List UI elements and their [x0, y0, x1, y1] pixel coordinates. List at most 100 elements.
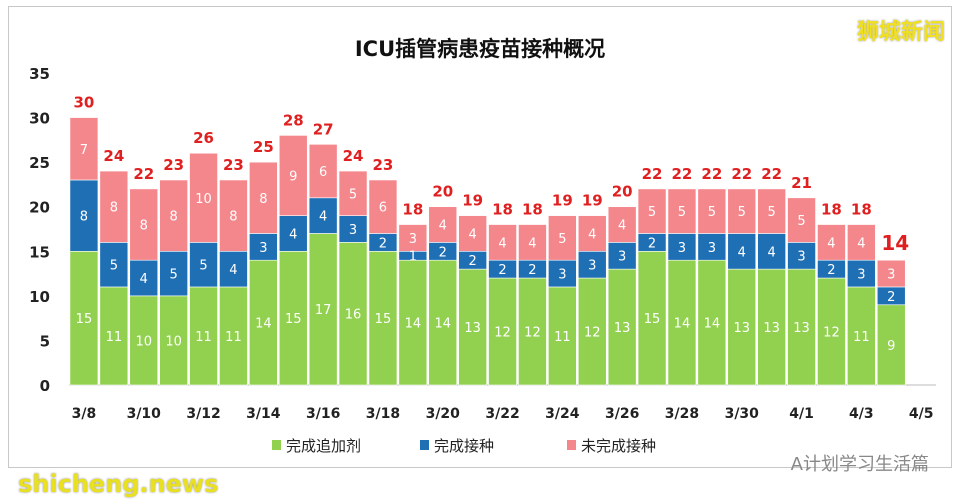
x-tick-label: 3/14 — [246, 406, 281, 422]
segment-value-label: 8 — [140, 219, 148, 234]
segment-value-label: 3 — [708, 241, 716, 256]
bar-segment — [577, 250, 607, 279]
segment-value-label: 11 — [554, 330, 571, 345]
x-tick-label: 3/24 — [545, 406, 580, 422]
segment-value-label: 3 — [857, 268, 865, 283]
segment-value-label: 12 — [584, 326, 601, 341]
segment-value-label: 11 — [195, 330, 212, 345]
segment-value-label: 4 — [857, 236, 865, 251]
segment-value-label: 14 — [405, 317, 422, 332]
legend-swatch — [420, 440, 429, 450]
segment-value-label: 13 — [733, 321, 750, 336]
segment-value-label: 5 — [558, 232, 566, 247]
total-label: 23 — [223, 156, 244, 174]
total-label: 23 — [373, 156, 394, 174]
bar-segment — [219, 179, 248, 252]
watermark-bottom-left: shicheng.news — [18, 470, 219, 498]
bar-segment — [817, 224, 846, 261]
segment-value-label: 2 — [469, 254, 477, 269]
x-tick-label: 3/28 — [665, 406, 699, 422]
bar-segment — [368, 250, 398, 386]
total-label: 18 — [492, 201, 513, 219]
segment-value-label: 5 — [738, 205, 746, 220]
total-label: 19 — [552, 192, 573, 210]
x-tick-label: 3/26 — [605, 406, 639, 422]
segment-value-label: 5 — [648, 205, 656, 220]
bar-segment — [458, 268, 487, 386]
bar-segment — [99, 242, 129, 288]
segment-value-label: 3 — [349, 223, 357, 238]
segment-value-label: 6 — [379, 201, 387, 216]
segment-value-label: 2 — [648, 236, 656, 251]
segment-value-label: 2 — [439, 245, 447, 260]
bar-segment — [129, 295, 159, 386]
total-label: 18 — [402, 201, 423, 219]
segment-value-label: 5 — [768, 205, 776, 220]
legend-swatch — [272, 440, 281, 450]
legend-label: 完成接种 — [434, 437, 494, 455]
total-label: 22 — [642, 165, 663, 183]
bar-segment — [548, 215, 577, 261]
segment-value-label: 4 — [229, 263, 237, 278]
total-label: 30 — [74, 94, 95, 112]
bar-segment — [249, 259, 278, 386]
bar-segment — [99, 286, 129, 386]
total-label: 25 — [253, 138, 274, 156]
bar-segment — [667, 233, 697, 261]
chart-title: ICU插管病患疫苗接种概况 — [355, 37, 605, 61]
bar-segment — [727, 188, 757, 234]
segment-value-label: 9 — [887, 339, 895, 354]
bar-segment — [577, 215, 607, 252]
segment-value-label: 4 — [528, 236, 536, 251]
segment-value-label: 3 — [588, 259, 596, 274]
total-label: 19 — [462, 192, 483, 210]
segment-value-label: 5 — [170, 268, 178, 283]
bar-segment — [697, 188, 727, 234]
bar-segment — [69, 117, 99, 181]
segment-value-label: 2 — [379, 236, 387, 251]
segment-value-label: 16 — [345, 308, 362, 323]
x-tick-label: 4/5 — [909, 406, 934, 422]
bar-segment — [69, 250, 99, 386]
segment-value-label: 4 — [588, 227, 596, 242]
legend-label: 未完成接种 — [581, 437, 656, 455]
total-label: 27 — [313, 120, 334, 138]
x-tick-label: 3/8 — [72, 406, 97, 422]
bar-segment — [847, 259, 876, 288]
segment-value-label: 12 — [494, 326, 511, 341]
bar-segment — [249, 233, 278, 261]
total-label: 21 — [791, 174, 812, 192]
segment-value-label: 5 — [349, 187, 357, 202]
bar-segment — [817, 277, 846, 386]
segment-value-label: 13 — [614, 321, 631, 336]
bar-segment — [637, 188, 667, 234]
segment-value-label: 7 — [80, 143, 88, 158]
bar-segment — [488, 277, 517, 386]
bar-segment — [548, 259, 577, 288]
segment-value-label: 6 — [319, 165, 327, 180]
bar-segment — [249, 161, 278, 234]
segment-value-label: 4 — [498, 236, 506, 251]
bar-segment — [757, 268, 786, 386]
total-label: 18 — [851, 201, 872, 219]
total-label: 22 — [701, 165, 722, 183]
bar-segment — [278, 250, 308, 386]
bar-segment — [159, 250, 188, 297]
segment-value-label: 15 — [285, 312, 302, 327]
total-label: 18 — [821, 201, 842, 219]
bar-segment — [667, 188, 697, 234]
segment-value-label: 10 — [195, 192, 212, 207]
bar-segment — [338, 170, 368, 216]
segment-value-label: 5 — [199, 259, 207, 274]
x-tick-label: 3/30 — [725, 406, 760, 422]
segment-value-label: 12 — [823, 326, 840, 341]
total-label: 20 — [612, 183, 633, 201]
segment-value-label: 4 — [140, 272, 148, 287]
bar-segment — [189, 152, 218, 243]
total-label: 23 — [163, 156, 184, 174]
segment-value-label: 12 — [524, 326, 541, 341]
segment-value-label: 3 — [409, 232, 417, 247]
bar-segment — [99, 170, 129, 243]
segment-value-label: 5 — [678, 205, 686, 220]
segment-value-label: 3 — [259, 241, 267, 256]
